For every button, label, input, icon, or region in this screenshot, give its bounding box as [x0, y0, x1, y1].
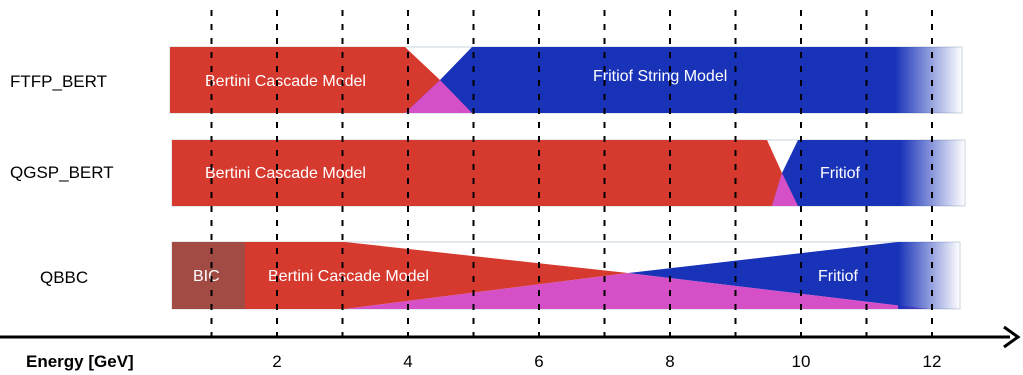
overlap-region [405, 80, 472, 113]
row-ftfp-bert: FTFP_BERT Bertini Cascade Model Fritiof … [10, 46, 963, 114]
axis-arrowhead [1003, 325, 1021, 349]
bertini-region [170, 47, 472, 113]
tick-labels: 2 4 6 8 10 12 [272, 352, 941, 371]
axis-title: Energy [GeV] [26, 352, 134, 371]
bertini-label: Bertini Cascade Model [268, 268, 429, 285]
bertini-label: Bertini Cascade Model [205, 73, 366, 90]
tick-label: 4 [403, 352, 412, 371]
fritiof-fade [898, 242, 960, 309]
fritiof-label: Fritiof [820, 165, 861, 182]
row-label: FTFP_BERT [10, 72, 107, 91]
fritiof-fade [895, 47, 962, 113]
tick-label: 6 [534, 352, 543, 371]
energy-axis: Energy [GeV] 2 4 6 8 10 12 [0, 325, 1021, 371]
tick-label: 2 [272, 352, 281, 371]
row-qgsp-bert: QGSP_BERT Bertini Cascade Model Fritiof [10, 139, 966, 207]
row-label: QGSP_BERT [10, 163, 114, 182]
bertini-region [172, 140, 782, 206]
bic-label: BIC [193, 268, 220, 285]
bertini-label: Bertini Cascade Model [205, 165, 366, 182]
row-label: QBBC [40, 268, 88, 287]
overlap-region [345, 273, 928, 309]
tick-label: 8 [665, 352, 674, 371]
bic-region [172, 242, 245, 309]
tick-label: 10 [792, 352, 811, 371]
bertini-region [245, 242, 628, 309]
fritiof-region [405, 47, 895, 113]
fritiof-label: Fritiof [818, 268, 859, 285]
fritiof-label: Fritiof String Model [593, 68, 727, 85]
tick-label: 12 [923, 352, 942, 371]
overlap-region [772, 173, 798, 206]
fritiof-region [772, 140, 900, 206]
fritiof-region [628, 242, 928, 309]
row-qbbc: QBBC BIC Bertini Cascade Model Fritiof [40, 241, 961, 310]
